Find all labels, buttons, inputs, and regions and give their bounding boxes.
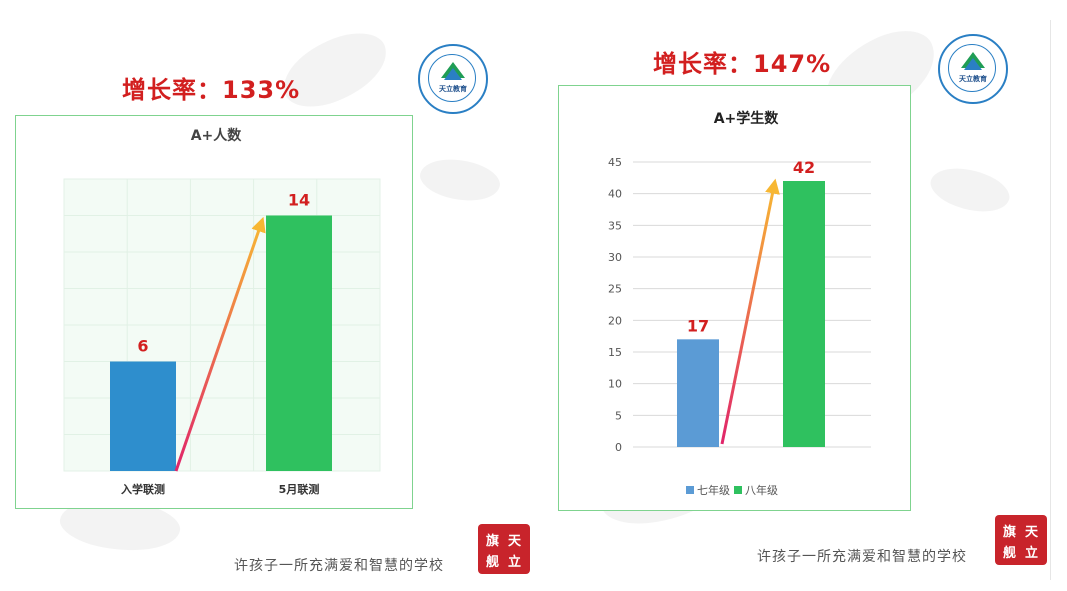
trend-arrow bbox=[720, 178, 780, 445]
seal-char: 天 bbox=[1025, 525, 1039, 540]
right-growth-rate: 增长率：147% bbox=[653, 50, 832, 78]
page-divider bbox=[1050, 20, 1051, 580]
left-chart-panel: A+人数 6 14 入学联测 5月联测 bbox=[15, 115, 413, 509]
seal-char: 立 bbox=[1025, 546, 1039, 561]
trend-arrow bbox=[174, 216, 266, 472]
y-tick-label: 10 bbox=[608, 378, 622, 391]
bar bbox=[783, 181, 825, 447]
y-tick-label: 25 bbox=[608, 283, 622, 296]
y-tick-label: 20 bbox=[608, 314, 622, 327]
chart-title: A+学生数 bbox=[714, 110, 780, 127]
logo-text: 天立教育 bbox=[959, 75, 987, 83]
slogan-right: 许孩子一所充满爱和智慧的学校 bbox=[757, 549, 967, 565]
seal-left: 旗 天 舰 立 bbox=[478, 524, 530, 574]
seal-right: 旗 天 舰 立 bbox=[995, 515, 1047, 565]
chart-title: A+人数 bbox=[191, 127, 243, 144]
seal-char: 舰 bbox=[486, 555, 500, 570]
bars bbox=[110, 215, 332, 471]
school-logo-left: 天立教育 bbox=[418, 44, 488, 114]
grid-lines bbox=[633, 161, 871, 448]
seal-char: 天 bbox=[508, 534, 522, 549]
y-tick-label: 40 bbox=[608, 188, 622, 201]
data-label: 14 bbox=[288, 191, 310, 210]
category-label: 5月联测 bbox=[279, 482, 320, 496]
logo-tree-icon bbox=[444, 68, 462, 80]
slogan-left: 许孩子一所充满爱和智慧的学校 bbox=[234, 558, 444, 574]
seal-char: 旗 bbox=[1003, 525, 1017, 540]
data-label: 17 bbox=[687, 316, 709, 335]
school-logo-right: 天立教育 bbox=[938, 34, 1008, 104]
logo-ring bbox=[428, 54, 476, 102]
logo-ring bbox=[948, 44, 996, 92]
data-label: 42 bbox=[793, 158, 815, 177]
bars bbox=[677, 181, 825, 447]
left-growth-rate: 增长率：133% bbox=[122, 76, 301, 104]
y-tick-label: 30 bbox=[608, 251, 622, 264]
category-label: 入学联测 bbox=[121, 482, 165, 496]
logo-text: 天立教育 bbox=[439, 85, 467, 93]
legend-swatch bbox=[686, 486, 694, 494]
seal-char: 舰 bbox=[1003, 546, 1017, 561]
data-label: 6 bbox=[137, 337, 148, 356]
right-chart-panel: A+学生数 0 5 10 15 20 25 30 35 40 45 17 42 七年级 八年级 bbox=[558, 85, 911, 511]
background-bird bbox=[416, 150, 504, 210]
y-tick-labels: 0 5 10 15 20 25 30 35 40 45 bbox=[608, 156, 622, 454]
legend-label: 八年级 bbox=[745, 483, 778, 497]
logo-tree-icon bbox=[964, 58, 982, 70]
category-labels: 入学联测 5月联测 bbox=[121, 482, 319, 496]
bar bbox=[266, 215, 332, 471]
legend: 七年级 八年级 bbox=[686, 483, 778, 497]
legend-label: 七年级 bbox=[697, 483, 730, 497]
background-bird bbox=[925, 157, 1015, 223]
left-chart: A+人数 6 14 入学联测 5月联测 bbox=[63, 127, 381, 496]
seal-char: 旗 bbox=[486, 534, 500, 549]
data-labels: 6 14 bbox=[137, 191, 310, 356]
y-tick-label: 15 bbox=[608, 346, 622, 359]
bar bbox=[110, 361, 176, 471]
y-tick-label: 5 bbox=[615, 409, 622, 422]
y-tick-label: 35 bbox=[608, 219, 622, 232]
y-tick-label: 45 bbox=[608, 156, 622, 169]
bar bbox=[677, 339, 719, 447]
legend-swatch bbox=[734, 486, 742, 494]
y-tick-label: 0 bbox=[615, 441, 622, 454]
seal-char: 立 bbox=[508, 555, 522, 570]
